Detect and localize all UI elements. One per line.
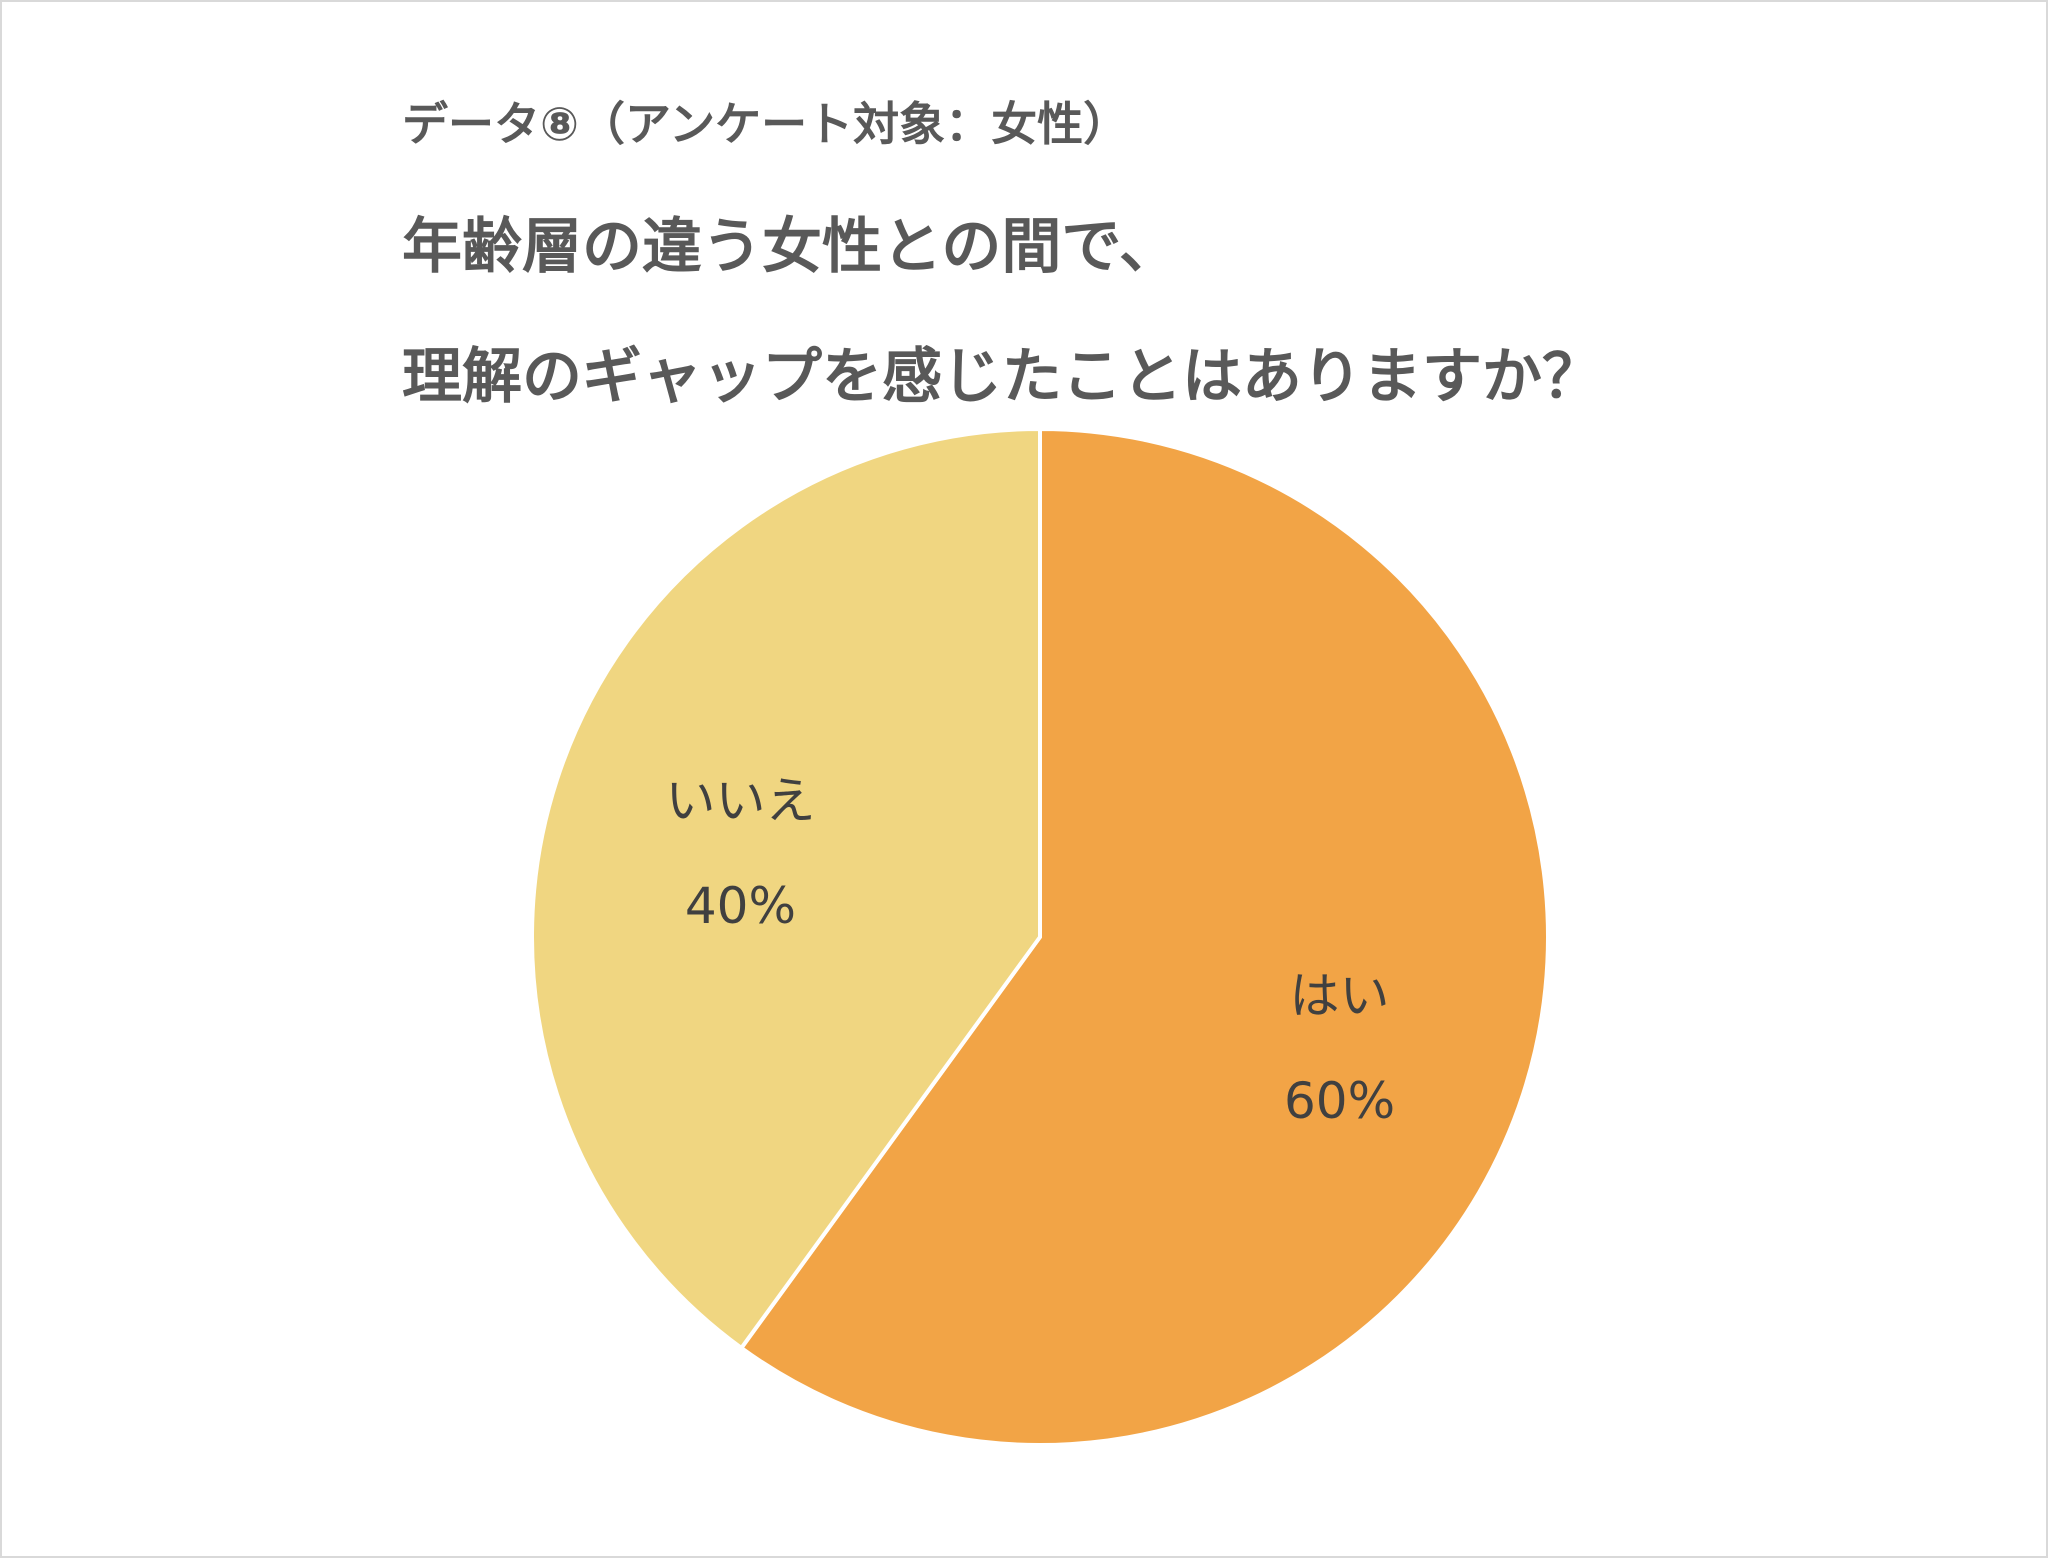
pie-slice-value-1: 40% <box>685 877 796 935</box>
pie-slice-0 <box>739 427 1550 1447</box>
chart-subtitle: データ⑧（アンケート対象：女性） <box>402 97 1130 151</box>
pie-slice-label-0: はい <box>1290 967 1390 1025</box>
pie-slice-value-0: 60% <box>1284 1072 1395 1130</box>
pie-slice-label-1: いいえ <box>665 772 815 830</box>
chart-title-line-2: 理解のギャップを感じたことはありますか？ <box>402 342 1602 412</box>
pie-slice-1 <box>530 427 1042 1350</box>
chart-title-line-1: 年齢層の違う女性との間で、 <box>402 212 1179 282</box>
